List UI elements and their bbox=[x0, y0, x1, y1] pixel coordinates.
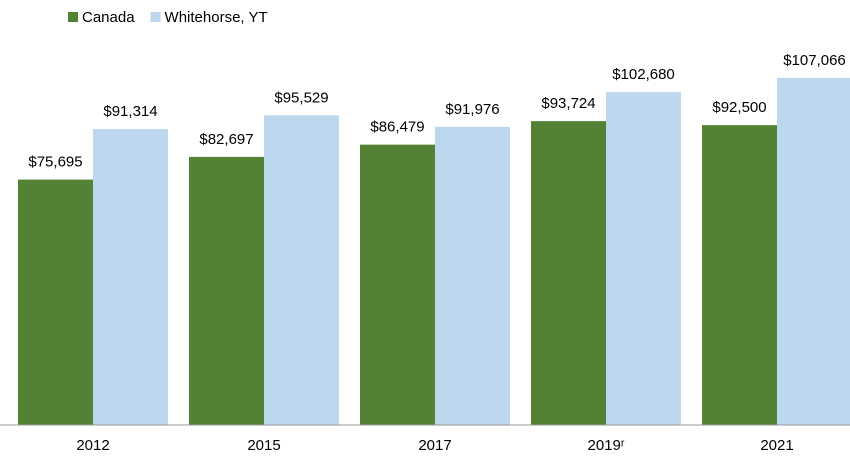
x-tick-label: 2017 bbox=[418, 437, 451, 454]
legend-swatch bbox=[68, 12, 78, 22]
legend-label: Canada bbox=[82, 9, 135, 26]
x-tick-label: 2021 bbox=[760, 437, 793, 454]
bar bbox=[189, 156, 264, 425]
value-label: $75,695 bbox=[28, 154, 82, 171]
bar bbox=[360, 144, 435, 426]
bar bbox=[777, 77, 850, 425]
value-label: $91,976 bbox=[445, 101, 499, 118]
value-label: $95,529 bbox=[274, 89, 328, 106]
x-tick-label: 2019ʳ bbox=[588, 437, 625, 454]
bar bbox=[18, 179, 93, 425]
bar bbox=[702, 125, 777, 426]
value-label: $91,314 bbox=[103, 103, 157, 120]
bar bbox=[93, 128, 168, 425]
value-label: $107,066 bbox=[783, 52, 846, 69]
legend-swatch bbox=[150, 12, 161, 22]
value-label: $102,680 bbox=[612, 66, 675, 83]
bar bbox=[531, 121, 606, 425]
bar bbox=[435, 126, 510, 425]
x-tick-label: 2012 bbox=[76, 437, 109, 454]
legend-label: Whitehorse, YT bbox=[165, 9, 268, 26]
value-label: $82,697 bbox=[199, 131, 253, 148]
x-tick-label: 2015 bbox=[247, 437, 280, 454]
bar bbox=[264, 115, 339, 425]
value-label: $92,500 bbox=[712, 99, 766, 116]
value-label: $86,479 bbox=[370, 119, 424, 136]
bar bbox=[606, 92, 681, 425]
value-label: $93,724 bbox=[541, 95, 595, 112]
